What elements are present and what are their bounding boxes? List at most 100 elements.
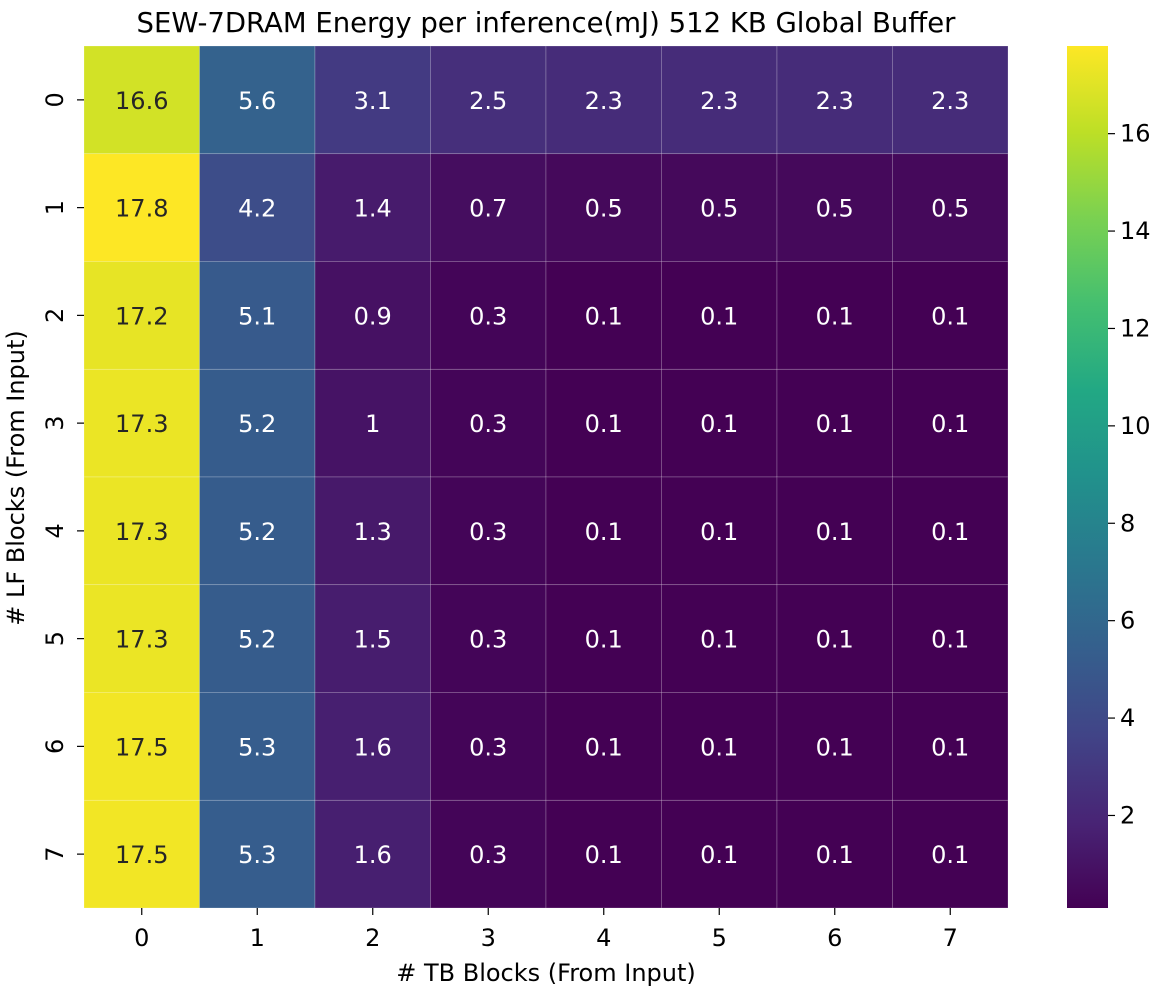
cell-value-label: 2.3: [816, 87, 854, 115]
cell-value-label: 1.5: [354, 626, 392, 654]
cell-value-label: 0.1: [585, 626, 623, 654]
cell-value-label: 0.3: [469, 518, 507, 546]
heatmap-cell: [661, 692, 778, 801]
cell-value-label: 5.6: [238, 87, 276, 115]
heatmap-cell: [314, 368, 431, 478]
heatmap-cell: [776, 584, 893, 693]
cell-value-label: 0.7: [469, 195, 507, 223]
cell-value-label: 17.5: [115, 841, 168, 869]
cell-value-label: 5.3: [238, 733, 276, 761]
heatmap-cell: [661, 584, 778, 693]
heatmap-cell: [83, 261, 200, 370]
heatmap-cell: [314, 45, 431, 155]
cell-value-label: 0.1: [700, 841, 738, 869]
cell-value-label: 0.3: [469, 626, 507, 654]
cell-value-label: 0.1: [816, 518, 854, 546]
cell-value-label: 1: [365, 410, 380, 438]
heatmap-cell: [545, 368, 662, 478]
cell-value-label: 3.1: [354, 87, 392, 115]
x-tick-label: 6: [827, 924, 842, 952]
cell-value-label: 0.1: [700, 626, 738, 654]
heatmap-cell: [892, 45, 1009, 155]
cell-value-label: 0.1: [931, 626, 969, 654]
chart-title: SEW-7DRAM Energy per inference(mJ) 512 K…: [137, 7, 957, 39]
heatmap-cell: [314, 261, 431, 370]
cell-value-label: 0.5: [931, 195, 969, 223]
heatmap-cell: [430, 45, 547, 155]
y-axis: 0 1 2 3 4 5 6 7: [41, 92, 84, 862]
heatmap-cell: [199, 153, 316, 262]
heatmap-cell: [892, 692, 1009, 801]
heatmap-cell: [892, 799, 1009, 909]
y-tick-label: 6: [41, 739, 69, 754]
cell-value-label: 17.3: [115, 410, 168, 438]
heatmap-cell: [776, 368, 893, 478]
colorbar-tick-label: 8: [1120, 509, 1135, 537]
heatmap-cell: [199, 692, 316, 801]
cell-value-label: 1.3: [354, 518, 392, 546]
heatmap-cell: [661, 45, 778, 155]
heatmap-cell: [545, 476, 662, 586]
cell-value-label: 0.1: [931, 302, 969, 330]
cell-value-label: 0.1: [931, 733, 969, 761]
cell-value-label: 5.1: [238, 302, 276, 330]
cell-value-label: 0.1: [585, 302, 623, 330]
heatmap-cell: [545, 799, 662, 909]
x-tick-label: 2: [365, 924, 380, 952]
colorbar-tick-label: 16: [1120, 120, 1151, 148]
x-tick-label: 7: [943, 924, 958, 952]
heatmap-cell: [199, 261, 316, 370]
cell-value-label: 0.3: [469, 302, 507, 330]
heatmap-cell: [892, 261, 1009, 370]
x-tick-label: 4: [596, 924, 611, 952]
heatmap-cell: [892, 584, 1009, 693]
cell-value-label: 5.3: [238, 841, 276, 869]
cell-value-label: 0.1: [816, 302, 854, 330]
cell-value-label: 0.1: [816, 733, 854, 761]
cell-value-label: 0.1: [700, 733, 738, 761]
cell-value-label: 5.2: [238, 518, 276, 546]
x-axis-label: # TB Blocks (From Input): [396, 959, 696, 987]
cell-value-label: 2.3: [700, 87, 738, 115]
cell-value-label: 1.6: [354, 733, 392, 761]
heatmap-cell: [545, 584, 662, 693]
cell-value-label: 2.3: [931, 87, 969, 115]
heatmap-cell: [83, 45, 200, 155]
heatmap-cell: [430, 476, 547, 586]
cell-value-label: 0.1: [700, 302, 738, 330]
cell-value-label: 5.2: [238, 626, 276, 654]
y-axis-label: # LF Blocks (From Input): [2, 330, 30, 626]
x-tick-label: 1: [250, 924, 265, 952]
cell-value-label: 0.1: [585, 518, 623, 546]
colorbar-tick-label: 12: [1120, 314, 1151, 342]
cell-value-label: 17.8: [115, 195, 168, 223]
cell-value-label: 0.1: [931, 518, 969, 546]
y-tick-label: 5: [41, 631, 69, 646]
cell-value-label: 0.1: [700, 518, 738, 546]
heatmap-cell: [314, 584, 431, 693]
heatmap-cell: [892, 153, 1009, 262]
heatmap-cell: [83, 368, 200, 478]
cell-value-label: 1.6: [354, 841, 392, 869]
heatmap-cell: [776, 153, 893, 262]
heatmap-cell: [430, 368, 547, 478]
cell-value-label: 0.9: [354, 302, 392, 330]
x-tick-label: 5: [712, 924, 727, 952]
cell-value-label: 0.3: [469, 410, 507, 438]
heatmap-cell: [776, 45, 893, 155]
cell-value-label: 1.4: [354, 195, 392, 223]
y-tick-label: 2: [41, 308, 69, 323]
heatmap-cell: [545, 261, 662, 370]
cell-value-label: 0.5: [585, 195, 623, 223]
heatmap-cell: [776, 692, 893, 801]
cell-value-label: 0.1: [931, 410, 969, 438]
x-tick-label: 0: [134, 924, 149, 952]
colorbar: 2 4 6 8 10 12 14 16: [1067, 46, 1151, 908]
heatmap-cell: [661, 261, 778, 370]
cell-value-label: 0.5: [700, 195, 738, 223]
colorbar-tick-label: 2: [1120, 801, 1135, 829]
cell-value-label: 0.1: [700, 410, 738, 438]
cell-value-label: 17.3: [115, 518, 168, 546]
heatmap-cells: 16.6 5.6 3.1 2.5 2.3 2.3 2.3 2.3 17.8 4.2 1.4 0.7 0.…: [83, 45, 1009, 909]
heatmap-cell: [314, 476, 431, 586]
